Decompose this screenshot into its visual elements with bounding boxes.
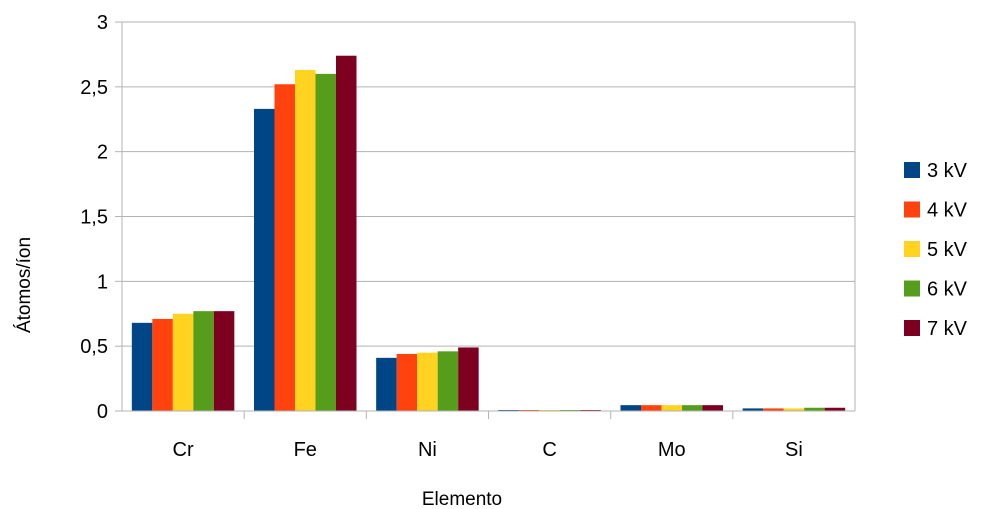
y-tick-label: 1 (97, 271, 108, 293)
grid-lines (115, 21, 855, 412)
bar-ni-4kv (396, 353, 418, 411)
y-axis-label: Átomos/íon (14, 237, 35, 333)
legend-label: 6 kV (927, 279, 968, 301)
bar-mo-7kv (702, 405, 723, 411)
legend-swatch (904, 162, 920, 178)
y-tick-label: 3 (97, 12, 108, 34)
x-tick-label: Mo (658, 439, 686, 461)
x-tick-label: Fe (294, 439, 317, 461)
bar-si-7kv (824, 407, 846, 411)
bar-si-4kv (763, 408, 784, 411)
x-tick-label: C (542, 439, 556, 461)
bar-fe-6kv (315, 73, 336, 411)
bar-fe-5kv (295, 69, 316, 411)
legend-swatch (904, 320, 920, 336)
bar-fe-7kv (336, 55, 357, 412)
legend-label: 4 kV (927, 200, 968, 222)
bar-cr-4kv (152, 318, 173, 411)
bar-ni-3kv (376, 357, 397, 411)
x-tick-labels: Cr Fe Ni C Mo Si (173, 439, 803, 461)
axes (121, 22, 856, 419)
bar-ni-5kv (417, 352, 438, 411)
bar-cr-5kv (172, 313, 194, 411)
bar-si-5kv (783, 408, 805, 411)
bar-fe-3kv (254, 108, 275, 412)
legend-label: 3 kV (927, 160, 968, 182)
bar-ni-7kv (458, 347, 479, 411)
bar-mo-4kv (641, 405, 662, 411)
y-tick-label: 2,5 (80, 77, 108, 99)
x-axis-label: Elemento (422, 489, 502, 509)
bar-cr-6kv (193, 311, 214, 411)
bar-cr-7kv (213, 311, 235, 411)
y-tick-label: 1,5 (80, 207, 108, 229)
bar-mo-3kv (620, 405, 641, 411)
x-tick-label: Si (785, 439, 803, 461)
legend-swatch (904, 280, 920, 297)
bar-si-6kv (804, 407, 825, 411)
x-tick-label: Cr (173, 439, 194, 461)
y-tick-label: 0,5 (80, 336, 108, 358)
bars (131, 55, 846, 412)
y-tick-labels: 0 0,5 1 1,5 2 2,5 3 (80, 12, 108, 423)
legend-label: 5 kV (927, 239, 968, 261)
y-tick-label: 0 (97, 401, 108, 423)
legend-label: 7 kV (927, 318, 968, 340)
legend-swatch (904, 201, 920, 218)
bar-fe-4kv (274, 84, 295, 412)
bar-mo-6kv (682, 405, 703, 411)
y-tick-label: 2 (97, 142, 108, 164)
legend: 3 kV 4 kV 5 kV 6 kV 7 kV (904, 160, 968, 340)
bar-mo-5kv (661, 405, 682, 411)
x-tick-label: Ni (418, 439, 437, 461)
bar-si-3kv (742, 408, 764, 411)
bar-cr-3kv (131, 322, 153, 411)
bar-ni-6kv (437, 351, 459, 411)
legend-swatch (904, 241, 920, 257)
